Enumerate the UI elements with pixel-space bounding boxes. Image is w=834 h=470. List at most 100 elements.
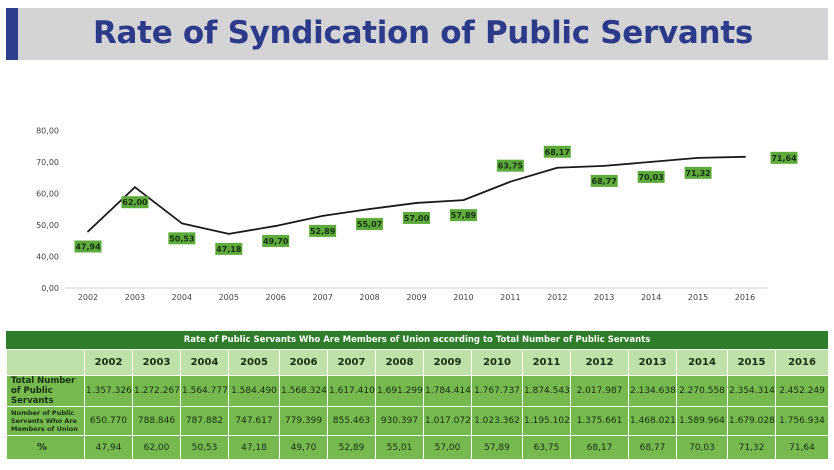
x-tick-label: 2014 (641, 293, 661, 302)
x-tick-label: 2013 (594, 293, 614, 302)
table-cell: 855.463 (327, 406, 376, 436)
table-cell: 47,94 (84, 435, 133, 460)
data-label: 57,89 (451, 211, 477, 220)
data-label-box (74, 240, 102, 253)
table-cell: 2.134.638 (628, 375, 677, 407)
data-label-box (770, 151, 798, 164)
data-point (274, 225, 277, 227)
x-tick-label: 2010 (453, 293, 473, 302)
table-cell: 71,32 (727, 435, 776, 460)
x-tick-label: 2016 (735, 293, 755, 302)
x-tick-label: 2007 (312, 293, 332, 302)
table-cell: 49,70 (279, 435, 328, 460)
table-cell: 1.589.964 (676, 406, 728, 436)
data-point (556, 166, 559, 169)
title-accent-bar (6, 8, 18, 60)
column-header-year: 2007 (327, 349, 376, 376)
data-label-box (449, 209, 477, 222)
x-tick-label: 2003 (125, 293, 145, 302)
table-cell: 747.617 (228, 406, 280, 436)
data-point (227, 232, 230, 235)
table-cell: 1.767.737 (471, 375, 523, 407)
column-header-year: 2014 (676, 349, 728, 376)
column-header-year: 2011 (522, 349, 571, 376)
column-header-year: 2016 (775, 349, 829, 376)
table-cell: 788.846 (132, 406, 181, 436)
data-label-box (590, 174, 618, 187)
data-label: 55,07 (357, 220, 382, 229)
x-tick-label: 2011 (500, 293, 520, 302)
data-point (744, 155, 746, 158)
table-cell: 2.270.558 (676, 375, 728, 407)
x-tick-label: 2002 (78, 293, 98, 302)
data-label-box (637, 170, 665, 183)
table-row: % 47,94 62,00 50,53 47,18 49,70 52,89 55,01 57,0… (6, 435, 829, 460)
table-cell: 68,77 (628, 435, 677, 460)
table-cell: 1.584.490 (228, 375, 280, 407)
table-row: Total Number of Public Servants 1.357.326… (6, 375, 829, 407)
table-cell: 55,01 (375, 435, 424, 460)
table-cell: 1.017.072 (423, 406, 472, 436)
title-banner: Rate of Syndication of Public Servants (6, 8, 828, 60)
column-header-year: 2015 (727, 349, 776, 376)
column-header-year: 2012 (570, 349, 629, 376)
table-cell: 1.691.299 (375, 375, 424, 407)
row-header: % (6, 435, 85, 460)
table-cell: 1.195.102 (522, 406, 571, 436)
table-cell: 930.397 (375, 406, 424, 436)
data-label: 50,53 (169, 234, 194, 243)
data-label: 71,64 (771, 154, 797, 163)
table-header-row: 2002 2003 2004 2005 2006 2007 2008 2009 2010 2011… (6, 349, 829, 376)
column-header-year: 2013 (628, 349, 677, 376)
x-tick-label: 2012 (547, 293, 567, 302)
column-header-year: 2009 (423, 349, 472, 376)
data-label-box (356, 218, 384, 231)
table-cell: 1.756.934 (775, 406, 829, 436)
data-label-box (496, 159, 524, 172)
table-cell: 47,18 (228, 435, 280, 460)
table-title: Rate of Public Servants Who Are Members … (6, 331, 828, 349)
data-point (650, 161, 653, 163)
table-cell: 1.357.326 (84, 375, 133, 407)
table-cell: 1.023.362 (471, 406, 523, 436)
data-label-box (121, 196, 149, 209)
table-cell: 50,53 (180, 435, 229, 460)
table-cell: 57,00 (423, 435, 472, 460)
data-label: 57,00 (404, 214, 430, 223)
data-point (180, 222, 183, 225)
table-cell: 1.617.410 (327, 375, 376, 407)
data-label: 62,00 (122, 198, 148, 207)
data-point (462, 199, 465, 202)
y-tick-label: 70,00 (36, 158, 59, 167)
data-point (368, 208, 371, 210)
table-cell: 63,75 (522, 435, 571, 460)
data-table-section: Rate of Public Servants Who Are Members … (6, 331, 829, 460)
line-chart: 0,00 40,00 50,00 60,00 70,00 80,00 2002 2003 200… (36, 127, 798, 302)
table-cell: 52,89 (327, 435, 376, 460)
data-point (87, 230, 89, 233)
table-cell: 2.354.314 (727, 375, 776, 407)
table-corner-cell (6, 349, 85, 376)
table-cell: 68,17 (570, 435, 629, 460)
data-label: 68,17 (545, 148, 570, 157)
x-tick-label: 2008 (359, 293, 379, 302)
page-title: Rate of Syndication of Public Servants (92, 15, 753, 51)
data-label: 47,94 (75, 242, 101, 251)
table-cell: 650.770 (84, 406, 133, 436)
x-tick-label: 2015 (688, 293, 708, 302)
table-row: Number of Public Servants Who Are Member… (6, 406, 829, 436)
data-label-box (262, 234, 290, 247)
data-label-box (168, 232, 196, 245)
x-tick-label: 2009 (406, 293, 426, 302)
data-label: 47,18 (216, 245, 242, 254)
data-table: 2002 2003 2004 2005 2006 2007 2008 2009 2010 2011… (6, 349, 829, 460)
table-cell: 57,89 (471, 435, 523, 460)
data-label-box (403, 211, 430, 224)
row-header: Total Number of Public Servants (6, 375, 85, 407)
data-label-box (215, 242, 243, 255)
y-tick-label: 80,00 (36, 127, 59, 136)
data-label: 71,32 (685, 169, 710, 178)
table-cell: 1.568.324 (279, 375, 328, 407)
data-point (415, 202, 418, 204)
data-label: 52,89 (310, 227, 336, 236)
